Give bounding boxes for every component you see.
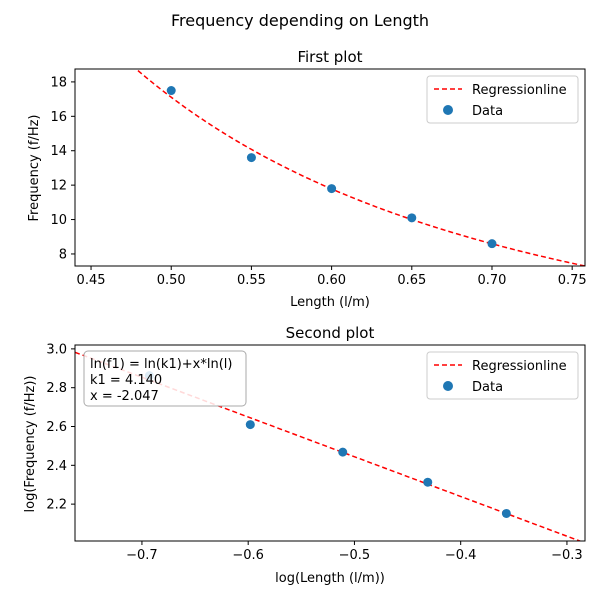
x-tick-label: 0.45 [77, 273, 106, 288]
data-point [423, 477, 433, 487]
legend-entry-label: Data [472, 104, 503, 119]
axes-frame [74, 344, 586, 542]
legend: Regressionline Data [426, 75, 579, 124]
x-tick-label: 0.65 [397, 273, 426, 288]
figure-suptitle: Frequency depending on Length [171, 11, 429, 30]
x-tick-label: 0.75 [558, 273, 587, 288]
y-tick-label: 2.8 [46, 381, 67, 396]
x-tick-label: −0.3 [551, 548, 583, 563]
y-tick-label: 2.4 [46, 459, 67, 474]
x-axis-label: log(Length (l/m)) [275, 571, 385, 586]
legend-entry-label: Regressionline [472, 83, 567, 98]
axes-frame [74, 68, 586, 267]
y-tick-label: 8 [59, 247, 67, 262]
x-tick-label: 0.55 [237, 273, 266, 288]
x-tick-label: −0.4 [445, 548, 477, 563]
first-plot: First plot Length (l/m) Frequency (f/Hz)… [27, 48, 587, 310]
data-point [166, 86, 176, 96]
second-plot: Second plot log(Length (l/m)) log(Freque… [23, 324, 586, 586]
x-tick-label: 0.60 [317, 273, 346, 288]
data-point [327, 184, 337, 194]
data-point [338, 447, 348, 457]
data-point [501, 508, 511, 518]
y-tick-label: 14 [50, 144, 67, 159]
data-point [407, 213, 417, 223]
y-tick-label: 2.6 [46, 420, 67, 435]
y-axis-label: Frequency (f/Hz) [27, 115, 42, 222]
equation-annotation: ln(f1) = ln(k1)+x*ln(l) k1 = 4.140 x = -… [83, 350, 247, 407]
x-axis-label: Length (l/m) [290, 295, 370, 310]
y-tick-label: 12 [50, 179, 67, 194]
plot-title: Second plot [286, 324, 375, 342]
y-tick-label: 16 [50, 110, 67, 125]
x-tick-label: −0.6 [232, 548, 264, 563]
annotation-exponent: x = -2.047 [90, 389, 159, 404]
x-tick-label: 0.70 [478, 273, 507, 288]
y-axis-label: log(Frequency (f/Hz)) [23, 376, 38, 513]
legend-entry-label: Regressionline [472, 359, 567, 374]
legend-entry-label: Data [472, 380, 503, 395]
x-tick-label: −0.5 [339, 548, 371, 563]
legend-box [426, 351, 579, 400]
legend: Regressionline Data [426, 351, 579, 400]
y-tick-label: 2.2 [46, 498, 67, 513]
legend-box [426, 75, 579, 124]
annotation-equation: ln(f1) = ln(k1)+x*ln(l) [90, 357, 233, 372]
x-tick-label: 0.50 [157, 273, 186, 288]
data-point [245, 420, 255, 430]
plot-title: First plot [297, 48, 362, 66]
data-point [246, 153, 256, 163]
legend-marker-swatch [443, 105, 453, 115]
y-tick-label: 10 [50, 213, 67, 228]
x-tick-label: −0.7 [126, 548, 158, 563]
annotation-box [83, 350, 247, 407]
y-tick-label: 18 [50, 75, 67, 90]
plot-area: 0.45 0.50 0.55 0.60 0.65 0.70 0.75 8 10 12 14 16 18 [50, 68, 587, 288]
annotation-k1: k1 = 4.140 [90, 373, 162, 388]
data-point [487, 239, 497, 249]
y-tick-label: 3.0 [46, 342, 67, 357]
legend-marker-swatch [443, 381, 453, 391]
